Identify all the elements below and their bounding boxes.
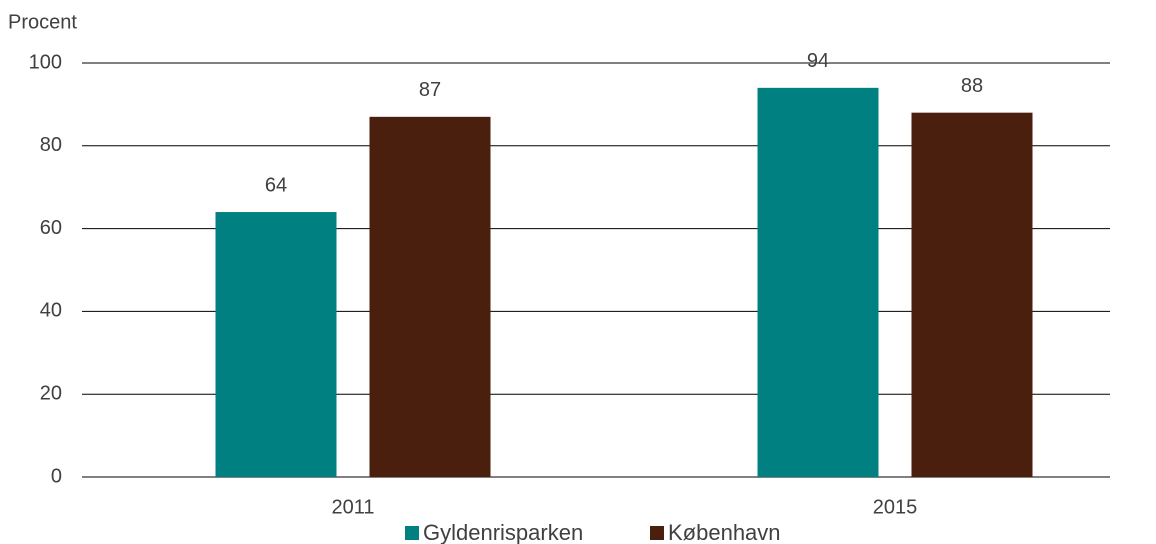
- data-label: 88: [961, 75, 983, 97]
- data-label: 64: [265, 174, 287, 196]
- y-axis-label: Procent: [8, 11, 77, 33]
- legend-label: København: [668, 520, 781, 544]
- y-tick-label: 80: [40, 134, 62, 156]
- y-tick-label: 0: [51, 465, 62, 487]
- legend-label: Gyldenrisparken: [423, 520, 583, 544]
- y-tick-label: 40: [40, 300, 62, 322]
- bar: [215, 212, 337, 478]
- bar: [911, 112, 1033, 478]
- x-tick-label: 2015: [873, 496, 918, 518]
- bar: [757, 87, 879, 477]
- bar: [369, 116, 491, 477]
- data-label: 87: [419, 79, 441, 101]
- y-tick-label: 60: [40, 217, 62, 239]
- legend-swatch: [650, 526, 664, 540]
- legend-swatch: [405, 526, 419, 540]
- y-tick-label: 100: [29, 51, 62, 73]
- data-label: 94: [807, 50, 829, 72]
- y-tick-label: 20: [40, 382, 62, 404]
- x-tick-label: 2011: [331, 496, 374, 518]
